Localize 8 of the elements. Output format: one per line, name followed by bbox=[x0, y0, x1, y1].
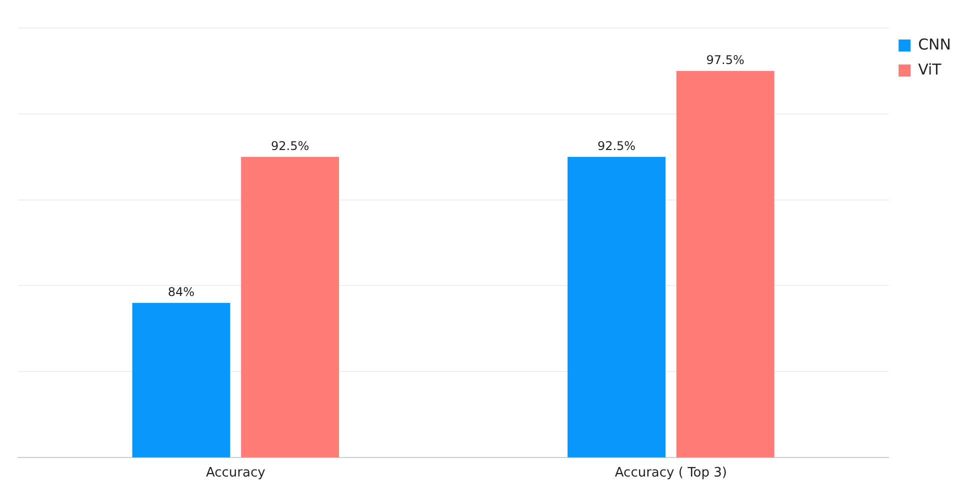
legend-label: CNN bbox=[918, 35, 952, 54]
data-label: 92.5% bbox=[597, 138, 636, 153]
legend-label: ViT bbox=[918, 60, 942, 78]
x-tick-label: Accuracy ( Top 3) bbox=[614, 466, 727, 481]
data-label: 92.5% bbox=[270, 138, 310, 153]
x-tick-label: Accuracy bbox=[206, 466, 266, 481]
data-label: 97.5% bbox=[706, 53, 744, 68]
data-label: 84% bbox=[168, 284, 195, 299]
